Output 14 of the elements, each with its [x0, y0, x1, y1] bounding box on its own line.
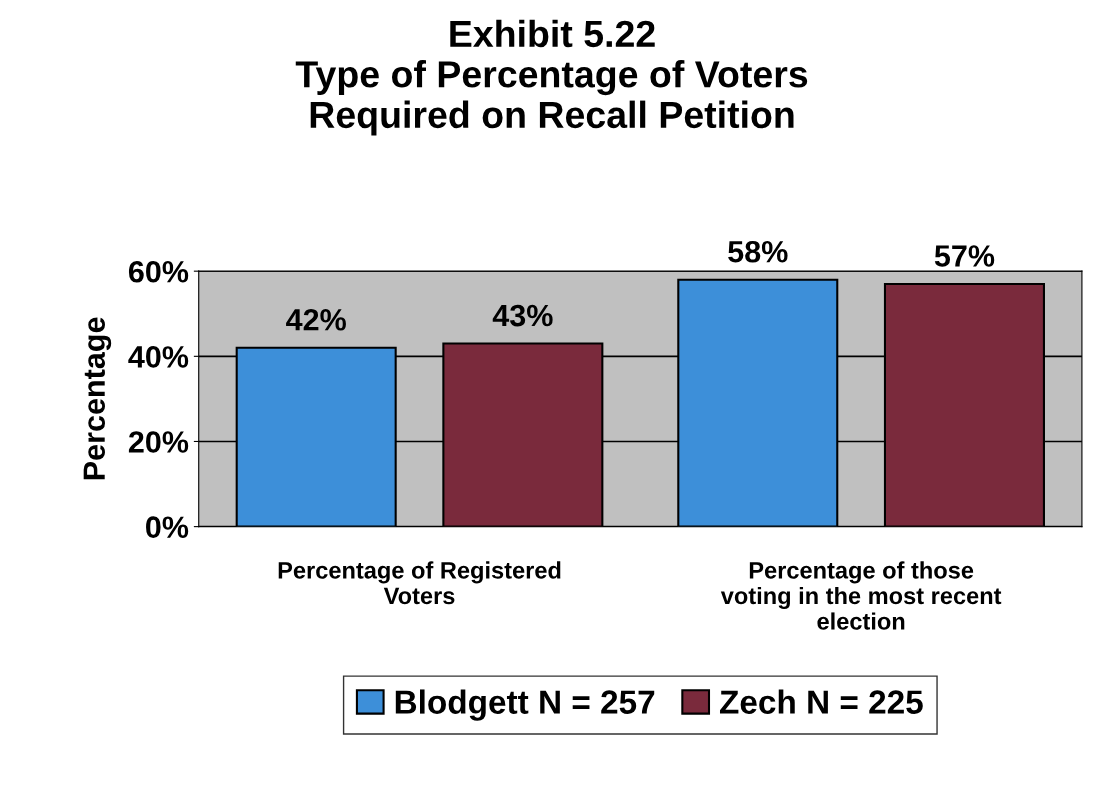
data-label: 57%	[934, 245, 995, 267]
chart-title: Exhibit 5.22 Type of Percentage of Voters Required on Recall Petition	[295, 19, 808, 136]
y-tick-label: 0%	[146, 516, 189, 538]
data-label: 58%	[728, 240, 788, 263]
y-tick-label: 60%	[128, 260, 189, 283]
y-tick-label: 40%	[128, 346, 189, 368]
y-tick-label: 20%	[128, 431, 189, 453]
y-axis-title: Percentage	[83, 317, 112, 480]
x-tick-label: Percentage of Registered Voters	[278, 561, 561, 605]
legend-label: Zech N = 225	[719, 689, 923, 714]
legend-label: Blodgett N = 257	[395, 689, 655, 721]
data-label: 42%	[286, 309, 346, 331]
data-label: 43%	[492, 304, 553, 327]
x-tick-label: Percentage of those voting in the most recent election	[720, 561, 1002, 630]
